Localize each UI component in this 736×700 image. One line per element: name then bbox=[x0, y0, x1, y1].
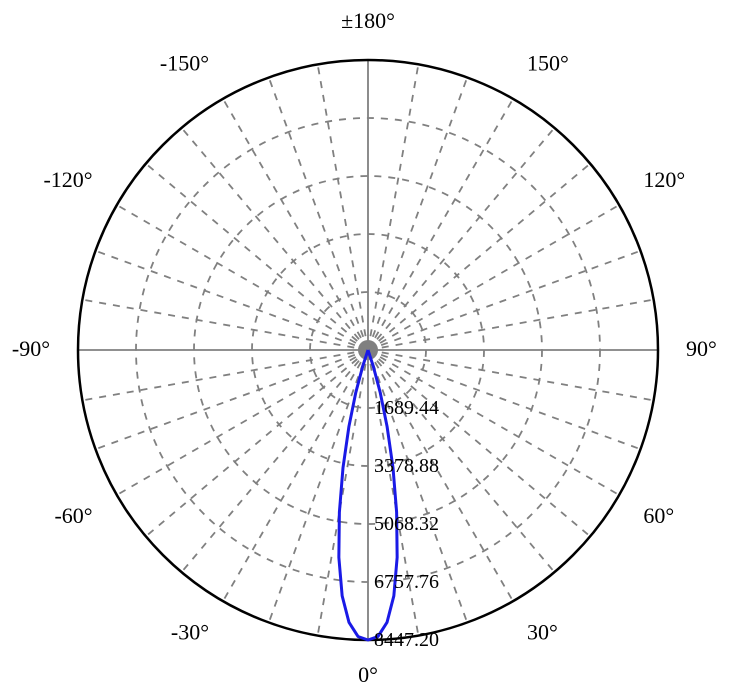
polar-chart: 1689.44 3378.88 5068.32 6757.76 8447.20 ±180°… bbox=[0, 0, 736, 700]
radial-label: 6757.76 bbox=[374, 571, 439, 593]
radial-label: 3378.88 bbox=[374, 455, 439, 477]
radial-label: 1689.44 bbox=[374, 397, 439, 419]
angle-label: 30° bbox=[527, 619, 558, 644]
angle-label: -120° bbox=[43, 167, 92, 192]
angle-label: -30° bbox=[171, 619, 209, 644]
angle-label: 120° bbox=[643, 167, 685, 192]
angle-label: 150° bbox=[527, 51, 569, 76]
angle-label: 0° bbox=[358, 662, 378, 687]
radial-label: 5068.32 bbox=[374, 513, 439, 535]
angle-label: -60° bbox=[54, 503, 92, 528]
polar-svg: 1689.44 3378.88 5068.32 6757.76 8447.20 ±180°… bbox=[0, 0, 736, 700]
angle-label: 60° bbox=[643, 503, 674, 528]
radial-label: 8447.20 bbox=[374, 629, 439, 651]
angle-label: -90° bbox=[12, 336, 50, 361]
angle-label: 90° bbox=[686, 336, 717, 361]
angle-label: -150° bbox=[160, 51, 209, 76]
angle-label: ±180° bbox=[341, 8, 395, 33]
